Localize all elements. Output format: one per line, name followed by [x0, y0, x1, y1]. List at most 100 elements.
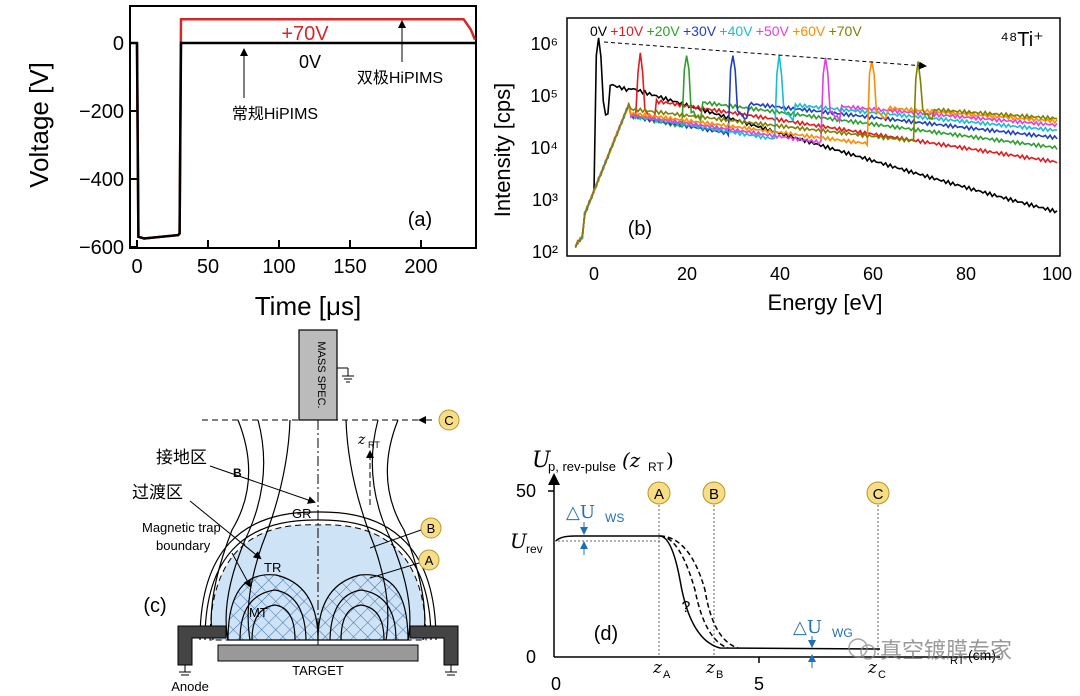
ytick-label: 10⁴	[530, 138, 558, 158]
marker-b-circle	[702, 481, 726, 505]
ytick-label: 10²	[532, 242, 558, 262]
annotation-bipolar: 双极HiPIMS	[357, 69, 443, 87]
panel-d-label: (d)	[594, 623, 618, 645]
arrow-transition	[189, 500, 262, 560]
panel-d-title: U	[532, 448, 552, 473]
series-line-plus50v	[575, 57, 1058, 246]
series-line-0v	[574, 37, 1058, 247]
panel-d-title-close: )	[666, 448, 674, 472]
panel-b-ylabel: Intensity [cps]	[490, 83, 515, 218]
marker-a-circle	[418, 549, 440, 571]
panel-b-xticks: 0 20 40 60 80 100	[589, 264, 1072, 284]
panel-d-title-sub: p, rev-pulse	[548, 459, 616, 474]
zc-label: z	[867, 658, 878, 678]
mass-spec-label: MASS SPEC.	[315, 341, 327, 408]
mt-label: MT	[249, 605, 268, 620]
wechat-icon	[848, 638, 868, 658]
marker-c-label: C	[873, 486, 884, 503]
arrow-grounded	[209, 465, 316, 504]
ytick-label: 10³	[532, 190, 558, 210]
u-rev-sub: rev	[526, 542, 543, 556]
panel-a-ylabel: Voltage [V]	[24, 62, 54, 188]
series-line-conventional	[131, 41, 475, 240]
zone-guides	[554, 505, 879, 657]
marker-a-label: A	[654, 486, 664, 503]
panel-c-label: (c)	[143, 595, 166, 617]
panel-a-yticks: 0 −200 −400 −600	[79, 33, 138, 259]
panel-c: MASS SPEC. C	[132, 329, 460, 694]
annotation-70v: +70V	[281, 23, 329, 45]
xlabel-unit: (cm)	[968, 647, 996, 663]
u-rev-label: U	[510, 529, 528, 553]
legend-entry: +30V	[683, 23, 717, 39]
zc-sub: C	[878, 669, 886, 681]
gr-label: GR	[292, 506, 312, 521]
series-line-plus60v	[574, 61, 1058, 247]
ytick-label: −400	[79, 169, 124, 191]
xtick-label: 100	[262, 256, 295, 278]
z-rt-label: z	[357, 432, 366, 448]
xtick-label: 0	[589, 264, 599, 284]
panel-d: 50 0 U p, rev-pulse (z RT ) A B C ? U re…	[510, 448, 1012, 694]
series-line-plus40v	[575, 54, 1058, 246]
anode-left	[177, 625, 227, 666]
ytick-label: 10⁵	[531, 86, 558, 106]
marker-b-label: B	[709, 486, 719, 503]
legend-entry: +20V	[647, 23, 681, 39]
boundary-label-line2: boundary	[156, 538, 211, 553]
panel-a-label: (a)	[408, 209, 432, 231]
xlabel-sub: RT	[950, 655, 965, 667]
xtick-label: 200	[404, 256, 437, 278]
panel-b-xlabel: Energy [eV]	[768, 290, 883, 315]
potential-curve-dashed-2	[659, 535, 739, 649]
panel-b-legend: 0V +10V +20V +30V +40V +50V +60V +70V	[590, 23, 862, 39]
xtick-label: 60	[863, 264, 883, 284]
trend-arrow	[603, 41, 927, 70]
legend-entry: +50V	[756, 23, 790, 39]
marker-a-circle	[647, 481, 671, 505]
arrow-boundary	[231, 552, 251, 588]
marker-c-circle	[438, 409, 460, 431]
potential-curve-dashed-1	[659, 535, 729, 649]
xtick-label: 0	[131, 256, 142, 278]
xtick-label: 80	[956, 264, 976, 284]
delta-wg-sub: WG	[832, 626, 853, 640]
leader-a	[369, 562, 420, 579]
target-label: TARGET	[292, 663, 344, 678]
target-plate	[217, 644, 419, 662]
panel-a-frame	[129, 5, 477, 249]
series-line-plus10v	[574, 52, 1058, 248]
marker-b-circle	[420, 517, 442, 539]
panel-d-title-arg: (z	[622, 448, 641, 472]
marker-c-circle	[866, 481, 890, 505]
panel-b-label: (b)	[628, 218, 652, 240]
legend-entry: +40V	[719, 23, 753, 39]
marker-b-label: B	[427, 521, 436, 536]
legend-entry: +70V	[829, 23, 863, 39]
delta-wg-label: △U	[793, 617, 822, 638]
transition-region-label: 过渡区	[132, 483, 183, 502]
xtick-label: 50	[197, 256, 219, 278]
za-label: z	[652, 658, 663, 678]
grounded-region-label: 接地区	[156, 448, 207, 467]
species-label: ⁴⁸Ti⁺	[1000, 29, 1044, 51]
annotation-0v: 0V	[299, 52, 321, 72]
z-rt-sub: RT	[368, 440, 380, 450]
watermark-text: 真空镀膜专家	[880, 638, 1012, 663]
magnetic-field-lines	[210, 419, 426, 641]
xtick-label: 20	[677, 264, 697, 284]
delta-ws-label: △U	[566, 502, 595, 523]
marker-a-label: A	[425, 553, 434, 568]
watermark: 真空镀膜专家	[848, 638, 1012, 663]
xtick-label: 40	[770, 264, 790, 284]
legend-entry: 0V	[590, 23, 608, 39]
panel-a: 0 −200 −400 −600 0 50 100 150 200 Time […	[24, 5, 477, 321]
xtick-label: 150	[333, 256, 366, 278]
ytick-label: 10⁶	[531, 34, 558, 54]
panel-b: 10⁶ 10⁵ 10⁴ 10³ 10² 0 20 40 60 80 100 En…	[490, 17, 1072, 315]
panel-d-title-arg-sub: RT	[648, 460, 664, 474]
za-sub: A	[663, 669, 671, 681]
mass-spec-tube	[298, 329, 338, 421]
annotation-conventional: 常规HiPIMS	[232, 105, 318, 123]
